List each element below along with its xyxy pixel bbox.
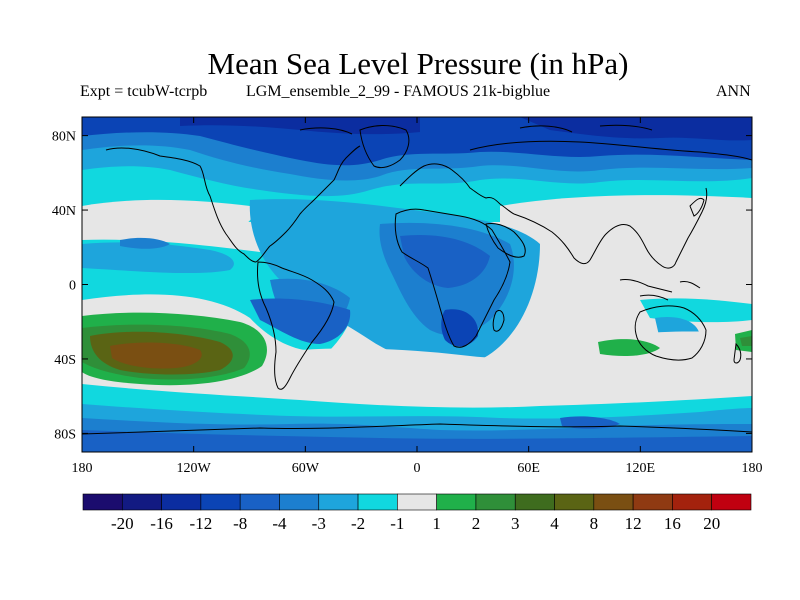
coast-africa [394,208,511,348]
coast-new-zealand [733,342,742,364]
colorbar-label: 20 [703,514,720,533]
lat-tick-label: 0 [69,279,76,294]
colorbar-labels: -20 -16 -12 -8 -4 -3 -2 -1 1 2 3 4 8 12 16 20 [111,514,720,533]
colorbar-label: 2 [472,514,481,533]
field-south-america-dark [250,298,351,344]
colorbar-label: 12 [625,514,642,533]
lon-tick-label: 180 [72,461,93,476]
colorbar-swatch [239,493,280,511]
lat-tick-label: 80N [52,130,76,145]
colorbar-label: 8 [590,514,599,533]
colorbar-swatch [672,493,713,511]
field-npacific-neutral [82,199,254,239]
longitude-axis: 180 120W 60W 0 60E 120E 180 [72,117,763,476]
coast-greenland [359,125,410,169]
colorbar-swatch [318,493,359,511]
lon-tick-label: 60E [517,461,540,476]
colorbar-swatch [279,493,320,511]
coast-asia [469,140,752,269]
colorbar-swatch [397,493,437,511]
field-asia-neutral [500,195,752,250]
coast-south-america [257,261,335,390]
pressure-field [82,117,752,452]
colorbar-label: -1 [390,514,404,533]
colorbar-label: -16 [150,514,173,533]
lon-tick-label: 180 [742,461,763,476]
colorbar-label: -8 [233,514,247,533]
lat-tick-label: 40N [52,204,76,219]
field-spacific-high-core [110,342,202,369]
colorbar-swatch [357,493,398,511]
field-antarctic-dark [82,430,752,452]
coast-japan [689,197,705,217]
colorbar-label: -2 [351,514,365,533]
lat-tick-label: 80S [54,427,76,442]
coast-north-america [105,145,361,263]
experiment-label: Expt = tcubW-tcrpb [80,83,208,100]
coast-madagascar [492,309,505,332]
colorbar-swatch [593,493,634,511]
coast-antarctica [82,423,752,435]
field-sw-australia-green [598,339,660,356]
coast-europe [399,163,515,215]
field-africa-dark [400,234,490,288]
field-south-africa-low [441,309,479,347]
coast-australia [634,305,707,361]
coast-arctic-islands [299,124,653,135]
colorbar-swatch [436,493,477,511]
colorbar-label: -12 [190,514,213,533]
coast-arabia [485,223,526,258]
colorbar-swatch [161,493,202,511]
colorbar-label: -20 [111,514,134,533]
lon-tick-label: 120E [626,461,656,476]
colorbar-swatch [200,493,241,511]
field-nz-green-mid [740,336,752,346]
colorbar-swatch [82,493,123,511]
colorbar-swatch [514,493,555,511]
lon-tick-label: 0 [414,461,421,476]
coast-indonesia [619,279,701,301]
colorbar-label: 3 [511,514,520,533]
colorbar-swatch [121,493,162,511]
field-tropic-lightblue-west [82,242,234,274]
lon-tick-label: 60W [292,461,320,476]
colorbar-label: -3 [312,514,326,533]
colorbar-label: -4 [272,514,287,533]
colorbar-label: 1 [432,514,441,533]
colorbar-label: 16 [664,514,681,533]
colorbar-swatch [554,493,595,511]
field-north-darker [520,117,752,141]
colorbar-label: 4 [550,514,559,533]
lat-tick-label: 40S [54,353,76,368]
colorbar-swatch [475,493,516,511]
season-label: ANN [716,83,751,100]
coastlines [82,124,752,435]
ensemble-label: LGM_ensemble_2_99 - FAMOUS 21k-bigblue [246,83,551,100]
plot-title: Mean Sea Level Pressure (in hPa) [207,46,629,81]
field-indo-cyan [640,298,752,323]
lon-tick-label: 120W [177,461,212,476]
latitude-axis: 80N 40N 0 40S 80S [52,130,752,442]
colorbar-swatch [632,493,673,511]
field-s-indian-low [560,416,620,429]
field-npac-blob [120,237,170,249]
colorbar [82,493,752,511]
colorbar-swatch [711,493,752,511]
